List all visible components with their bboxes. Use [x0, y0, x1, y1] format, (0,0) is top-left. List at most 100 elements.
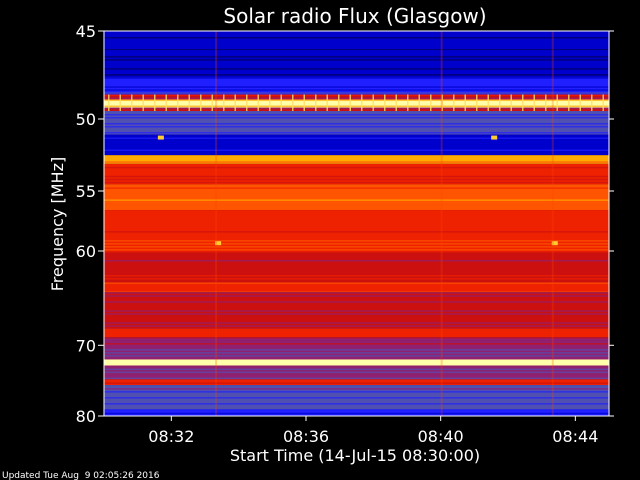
- band-texture: [104, 187, 609, 189]
- updated-timestamp: Updated Tue Aug 9 02:05:26 2016: [2, 471, 160, 480]
- y-tick-label: 80: [76, 407, 96, 426]
- band-texture: [104, 89, 609, 91]
- band-texture: [104, 199, 609, 201]
- frequency-band-2: [104, 77, 609, 95]
- interference-tick: [556, 94, 558, 111]
- y-tick-label: 70: [76, 336, 96, 355]
- band-texture: [104, 149, 609, 152]
- interference-tick: [223, 94, 225, 111]
- band-texture: [104, 105, 609, 108]
- y-tick-label: 60: [76, 242, 96, 261]
- band-texture: [104, 166, 609, 169]
- interference-tick: [142, 94, 144, 111]
- band-texture: [104, 382, 609, 384]
- band-texture: [104, 152, 609, 155]
- band-texture: [104, 222, 609, 224]
- interference-tick: [154, 94, 156, 111]
- x-axis: 08:32 08:36 08:40 08:44: [148, 416, 598, 446]
- band-texture: [104, 62, 609, 64]
- band-texture: [104, 263, 609, 265]
- band-texture: [104, 251, 609, 253]
- band-texture: [104, 394, 609, 396]
- x-tick-label: 08:44: [552, 427, 598, 446]
- interference-tick: [602, 94, 604, 111]
- band-texture: [104, 94, 609, 97]
- band-texture: [104, 132, 609, 134]
- band-texture: [104, 65, 609, 67]
- band-texture: [104, 143, 609, 146]
- x-tick-label: 08:40: [418, 427, 464, 446]
- frequency-band-3: [104, 94, 609, 100]
- band-texture: [104, 288, 609, 290]
- band-texture: [104, 50, 609, 52]
- band-texture: [104, 278, 609, 280]
- band-texture: [104, 301, 609, 303]
- band-texture: [104, 409, 609, 410]
- band-texture: [104, 365, 609, 368]
- interference-tick: [108, 94, 110, 111]
- interference-tick: [338, 94, 340, 111]
- band-texture: [104, 71, 609, 73]
- band-texture: [104, 137, 609, 140]
- interference-tick: [395, 94, 397, 111]
- band-texture: [104, 362, 609, 364]
- band-texture: [104, 97, 609, 100]
- band-texture: [104, 37, 609, 39]
- band-texture: [104, 202, 609, 204]
- interference-tick: [579, 94, 581, 111]
- band-texture: [104, 257, 609, 259]
- band-texture: [104, 184, 609, 186]
- interference-tick: [292, 94, 294, 111]
- burst-1: [551, 241, 558, 246]
- band-texture: [104, 275, 609, 277]
- x-tick-label: 08:32: [148, 427, 194, 446]
- band-texture: [104, 169, 609, 172]
- band-texture: [104, 371, 609, 374]
- band-texture: [104, 237, 609, 239]
- band-texture: [104, 205, 609, 207]
- band-texture: [104, 219, 609, 221]
- y-tick-label: 50: [76, 110, 96, 129]
- band-texture: [104, 304, 609, 306]
- interference-tick: [487, 94, 489, 111]
- interference-tick: [499, 94, 501, 111]
- interference-tick: [476, 94, 478, 111]
- band-texture: [104, 74, 609, 76]
- band-texture: [104, 134, 609, 137]
- interference-tick: [165, 94, 167, 111]
- vertical-stripe-2: [440, 31, 443, 416]
- band-texture: [104, 298, 609, 300]
- band-texture: [104, 355, 609, 357]
- interference-tick: [464, 94, 466, 111]
- band-texture: [104, 102, 609, 105]
- interference-tick: [510, 94, 512, 111]
- band-texture: [104, 368, 609, 371]
- band-texture: [104, 163, 609, 166]
- band-texture: [104, 246, 609, 248]
- band-texture: [104, 249, 609, 251]
- band-texture: [104, 216, 609, 218]
- band-texture: [104, 409, 609, 412]
- interference-tick: [545, 94, 547, 111]
- band-texture: [104, 291, 609, 293]
- band-texture: [104, 126, 609, 128]
- band-texture: [104, 319, 609, 321]
- band-texture: [104, 190, 609, 192]
- band-texture: [104, 53, 609, 55]
- interference-tick: [453, 94, 455, 111]
- interference-tick: [407, 94, 409, 111]
- interference-tick: [315, 94, 317, 111]
- interference-tick: [326, 94, 328, 111]
- interference-tick: [361, 94, 363, 111]
- vertical-stripe-1: [551, 31, 554, 416]
- interference-tick: [234, 94, 236, 111]
- band-texture: [104, 282, 609, 284]
- band-texture: [104, 49, 609, 51]
- burst-0: [215, 241, 222, 246]
- frequency-band-13: [104, 282, 609, 293]
- band-texture: [104, 140, 609, 143]
- interference-tick: [200, 94, 202, 111]
- interference-tick: [568, 94, 570, 111]
- band-texture: [104, 349, 609, 351]
- band-texture: [104, 334, 609, 337]
